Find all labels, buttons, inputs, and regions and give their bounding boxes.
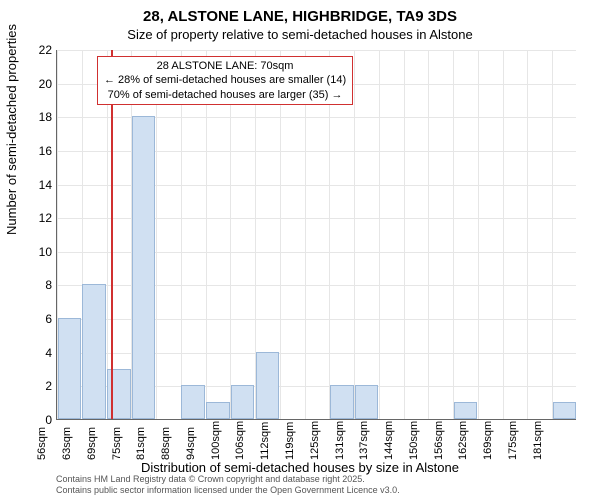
gridline-v bbox=[379, 50, 380, 419]
callout-box: 28 ALSTONE LANE: 70sqm← 28% of semi-deta… bbox=[97, 56, 353, 105]
xtick-label: 156sqm bbox=[433, 421, 445, 460]
histogram-bar bbox=[454, 402, 478, 419]
xtick-label: 81sqm bbox=[135, 427, 147, 460]
gridline-v bbox=[404, 50, 405, 419]
x-axis-label: Distribution of semi-detached houses by … bbox=[0, 460, 600, 475]
xtick-label: 69sqm bbox=[86, 427, 98, 460]
histogram-bar bbox=[181, 385, 205, 419]
gridline-v bbox=[354, 50, 355, 419]
gridline-v bbox=[428, 50, 429, 419]
histogram-bar bbox=[82, 284, 106, 419]
xtick-label: 150sqm bbox=[408, 421, 420, 460]
xtick-label: 131sqm bbox=[334, 421, 346, 460]
gridline-v bbox=[503, 50, 504, 419]
reference-line bbox=[111, 50, 113, 419]
ytick-label: 10 bbox=[30, 245, 52, 259]
histogram-bar bbox=[206, 402, 230, 419]
gridline-v bbox=[552, 50, 553, 419]
gridline-v bbox=[206, 50, 207, 419]
ytick-label: 14 bbox=[30, 178, 52, 192]
ytick-label: 6 bbox=[30, 312, 52, 326]
ytick-label: 12 bbox=[30, 211, 52, 225]
ytick-label: 16 bbox=[30, 144, 52, 158]
ytick-label: 2 bbox=[30, 379, 52, 393]
xtick-label: 100sqm bbox=[210, 421, 222, 460]
xtick-label: 144sqm bbox=[383, 421, 395, 460]
xtick-label: 88sqm bbox=[160, 427, 172, 460]
histogram-bar bbox=[132, 116, 156, 419]
ytick-label: 0 bbox=[30, 413, 52, 427]
histogram-bar bbox=[330, 385, 354, 419]
histogram-bar bbox=[256, 352, 280, 419]
xtick-label: 137sqm bbox=[358, 421, 370, 460]
ytick-label: 22 bbox=[30, 43, 52, 57]
gridline-v bbox=[305, 50, 306, 419]
xtick-label: 169sqm bbox=[482, 421, 494, 460]
ytick-label: 20 bbox=[30, 77, 52, 91]
gridline-v bbox=[156, 50, 157, 419]
xtick-label: 162sqm bbox=[457, 421, 469, 460]
ytick-label: 18 bbox=[30, 110, 52, 124]
xtick-label: 106sqm bbox=[234, 421, 246, 460]
footer-line1: Contains HM Land Registry data © Crown c… bbox=[56, 474, 400, 485]
xtick-label: 75sqm bbox=[111, 427, 123, 460]
xtick-label: 112sqm bbox=[259, 422, 271, 460]
ytick-label: 8 bbox=[30, 278, 52, 292]
gridline-h bbox=[57, 50, 576, 51]
histogram-bar bbox=[58, 318, 82, 419]
gridline-v bbox=[527, 50, 528, 419]
ytick-label: 4 bbox=[30, 346, 52, 360]
gridline-v bbox=[478, 50, 479, 419]
xtick-label: 125sqm bbox=[309, 421, 321, 460]
plot-area: 28 ALSTONE LANE: 70sqm← 28% of semi-deta… bbox=[56, 50, 576, 420]
xtick-label: 119sqm bbox=[284, 422, 296, 460]
xtick-label: 175sqm bbox=[507, 421, 519, 460]
xtick-label: 181sqm bbox=[532, 421, 544, 460]
chart-container: 28, ALSTONE LANE, HIGHBRIDGE, TA9 3DS Si… bbox=[0, 0, 600, 500]
gridline-v bbox=[181, 50, 182, 419]
gridline-v bbox=[280, 50, 281, 419]
histogram-bar bbox=[355, 385, 379, 419]
callout-line: 70% of semi-detached houses are larger (… bbox=[104, 88, 346, 102]
gridline-v bbox=[107, 50, 108, 419]
callout-line: ← 28% of semi-detached houses are smalle… bbox=[104, 73, 346, 87]
gridline-v bbox=[453, 50, 454, 419]
footer-attribution: Contains HM Land Registry data © Crown c… bbox=[56, 474, 400, 496]
callout-line: 28 ALSTONE LANE: 70sqm bbox=[104, 59, 346, 73]
xtick-label: 63sqm bbox=[61, 427, 73, 460]
y-axis-label: Number of semi-detached properties bbox=[4, 24, 19, 235]
title-line2: Size of property relative to semi-detach… bbox=[0, 27, 600, 42]
xtick-label: 94sqm bbox=[185, 427, 197, 460]
xtick-label: 56sqm bbox=[36, 427, 48, 460]
histogram-bar bbox=[553, 402, 577, 419]
title-line1: 28, ALSTONE LANE, HIGHBRIDGE, TA9 3DS bbox=[0, 8, 600, 25]
footer-line2: Contains public sector information licen… bbox=[56, 485, 400, 496]
gridline-v bbox=[230, 50, 231, 419]
histogram-bar bbox=[231, 385, 255, 419]
gridline-v bbox=[329, 50, 330, 419]
